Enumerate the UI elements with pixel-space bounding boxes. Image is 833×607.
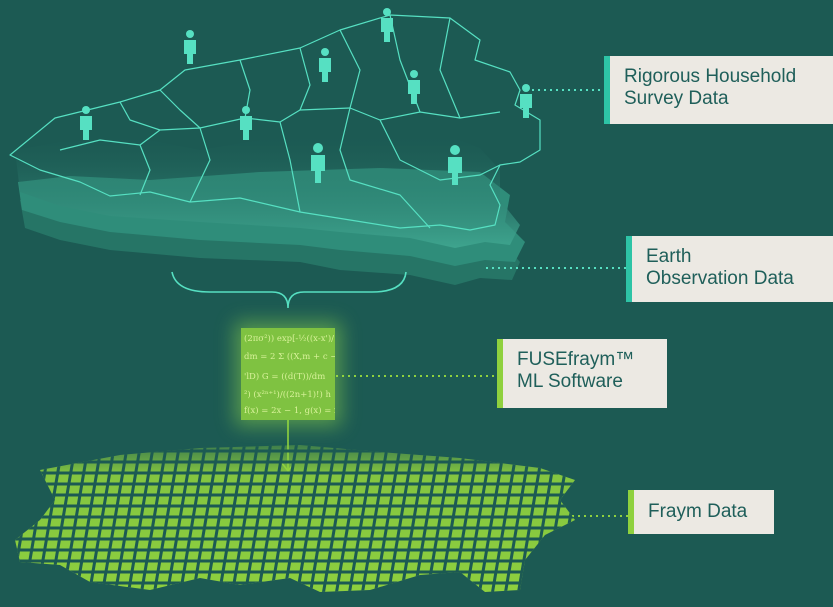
label-survey-line-2: Survey Data (624, 88, 729, 109)
label-survey-line-1: Rigorous Household (624, 66, 797, 87)
formula-line: dm = 2 Σ ((X,m + c − (244, 352, 335, 362)
person-icon (448, 145, 462, 185)
label-earth-line-1: Earth (646, 246, 692, 267)
label-earth-observation: Earth Observation Data (626, 236, 833, 302)
label-earth-line-2: Observation Data (646, 268, 794, 289)
person-icon (184, 30, 196, 64)
label-fuse-line-2: ML Software (517, 371, 623, 392)
label-fusefraym-software: FUSEfraym™ ML Software (497, 339, 667, 408)
label-fraym-data: Fraym Data (628, 490, 774, 534)
label-fraym-line-1: Fraym Data (648, 501, 748, 522)
earth-layer-top (15, 130, 520, 248)
person-icon (319, 48, 331, 82)
formula-line: ²) (x²ⁿ⁺¹)/((2n+1)!) h (244, 390, 331, 400)
label-fuse-line-1: FUSEfraym™ (517, 349, 635, 370)
person-icon (520, 84, 532, 118)
fraym-grid-map (15, 445, 575, 592)
bracket-icon (171, 271, 407, 309)
label-survey-data: Rigorous Household Survey Data (604, 56, 833, 124)
person-icon (381, 8, 393, 42)
ml-formula-panel: (2πσ²)) exp[-½((x-x')/ dm = 2 Σ ((X,m + … (241, 328, 335, 420)
person-icon (311, 143, 325, 183)
formula-line: 'lD) G = ((d(T))/dm (244, 372, 326, 382)
person-icon (80, 106, 92, 140)
person-icon (240, 106, 252, 140)
person-icon (408, 70, 420, 104)
survey-region-outlines (9, 14, 541, 231)
formula-line: f(x) = 2x − 1, g(x) = x (244, 406, 335, 416)
formula-line: (2πσ²)) exp[-½((x-x')/ (244, 334, 335, 344)
